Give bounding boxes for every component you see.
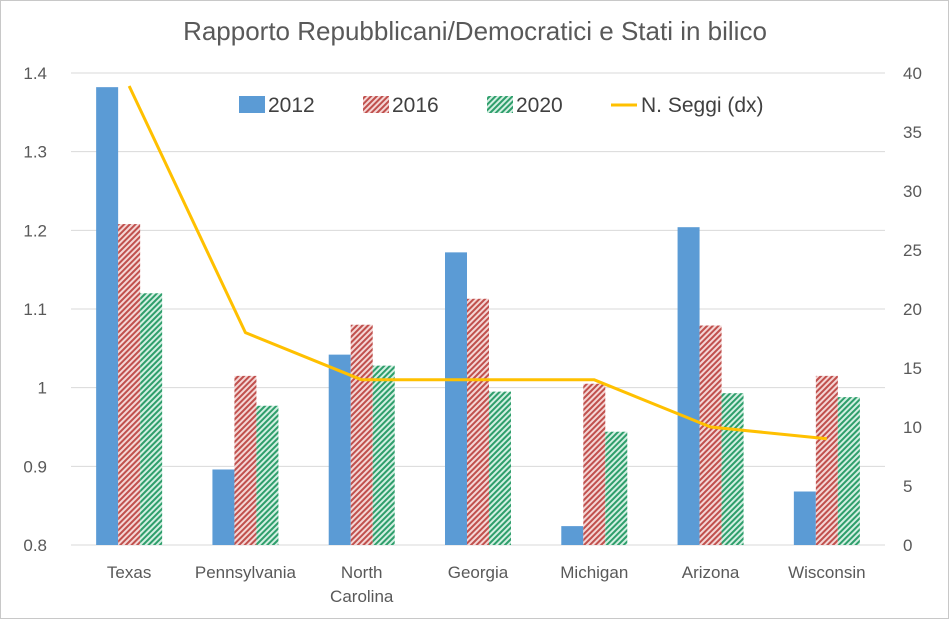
bar-2012: [677, 227, 700, 546]
bar-2020: [837, 397, 860, 545]
y-right-tick-label: 10: [903, 418, 922, 437]
legend-label: 2016: [392, 94, 439, 117]
bar-2012: [793, 491, 816, 545]
bars: [96, 87, 860, 546]
legend-label: N. Seggi (dx): [641, 94, 764, 117]
legend-swatch-2020: [487, 96, 513, 113]
bar-2020: [605, 431, 628, 545]
bar-2012: [212, 469, 235, 545]
y-right-tick-label: 15: [903, 359, 922, 378]
bar-2016: [118, 224, 141, 546]
bar-2012: [445, 252, 467, 546]
bar-2012: [96, 87, 119, 545]
x-category-label: Pennsylvania: [195, 563, 297, 582]
bar-2020: [721, 393, 744, 545]
bar-2020: [256, 405, 279, 545]
y-right-tick-label: 25: [903, 241, 922, 260]
legend: 2012 2016 2020 N. Seggi (dx): [239, 94, 764, 117]
bar-2020: [489, 391, 511, 545]
y-left-tick-label: 1.4: [23, 64, 47, 83]
y-right-tick-label: 40: [903, 64, 922, 83]
y-right-tick-label: 20: [903, 300, 922, 319]
y-left-tick-label: 1.3: [23, 143, 47, 162]
x-category-label: Carolina: [330, 587, 394, 606]
x-category-label: Wisconsin: [788, 563, 865, 582]
axes: 0.8 0.9 1 1.1 1.2 1.3 1.4 0 5 10 15 20 25 30 35 40 Texas…: [23, 64, 922, 606]
y-left-tick-label: 1: [38, 379, 47, 398]
x-category-label: Georgia: [448, 563, 509, 582]
bar-2020: [372, 365, 395, 545]
chart-title: Rapporto Repubblicani/Democratici e Stat…: [183, 16, 767, 46]
y-left-tick-label: 1.1: [23, 300, 47, 319]
bar-2016: [815, 375, 838, 545]
x-category-label: Texas: [107, 563, 151, 582]
bar-2016: [467, 298, 489, 545]
bar-2020: [140, 293, 163, 545]
bar-2016: [699, 325, 722, 545]
y-right-tick-label: 0: [903, 536, 912, 555]
x-category-label: Arizona: [682, 563, 740, 582]
x-category-label: Michigan: [560, 563, 628, 582]
y-left-tick-label: 0.8: [23, 536, 47, 555]
y-right-tick-label: 30: [903, 182, 922, 201]
legend-swatch-2012: [239, 96, 265, 113]
bar-2012: [328, 354, 351, 545]
bar-2012: [561, 526, 584, 545]
legend-swatch-2016: [363, 96, 389, 113]
y-left-tick-label: 0.9: [23, 457, 47, 476]
bar-2016: [583, 383, 606, 545]
x-category-label: North: [341, 563, 383, 582]
bar-2016: [234, 375, 257, 545]
legend-label: 2020: [516, 94, 563, 117]
y-left-tick-label: 1.2: [23, 221, 47, 240]
bar-2016: [350, 324, 373, 545]
line-seats: [127, 85, 828, 441]
seats-line: [127, 85, 828, 441]
y-right-tick-label: 35: [903, 123, 922, 142]
legend-label: 2012: [268, 94, 315, 117]
y-right-tick-label: 5: [903, 477, 912, 496]
